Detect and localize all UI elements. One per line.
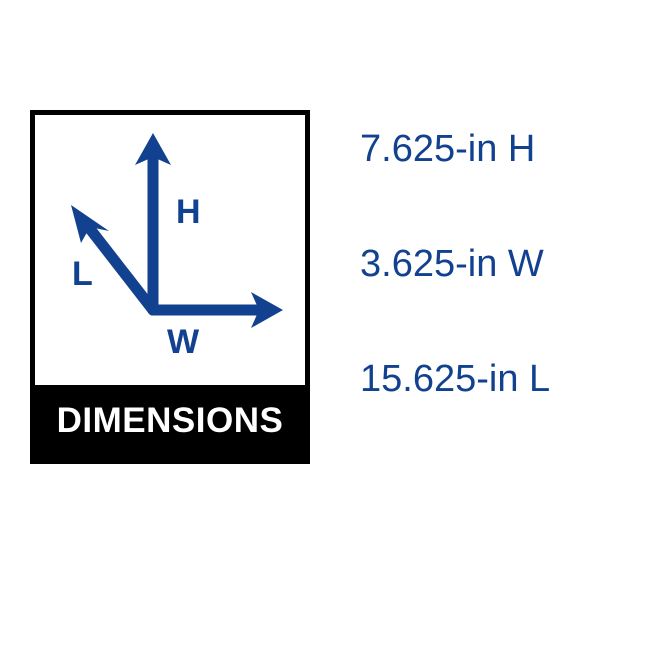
measurements-list: 7.625-in H 3.625-in W 15.625-in L bbox=[360, 110, 550, 401]
axes-diagram: H W L bbox=[35, 115, 305, 385]
dimensions-badge: H W L DIMENSIONS bbox=[30, 110, 310, 464]
measurement-h: 7.625-in H bbox=[360, 128, 550, 171]
axis-label-l: L bbox=[72, 255, 93, 294]
axis-label-h: H bbox=[176, 193, 201, 232]
axis-label-w: W bbox=[167, 323, 199, 362]
badge-title: DIMENSIONS bbox=[35, 385, 305, 459]
measurement-w: 3.625-in W bbox=[360, 243, 550, 286]
measurement-l: 15.625-in L bbox=[360, 358, 550, 401]
